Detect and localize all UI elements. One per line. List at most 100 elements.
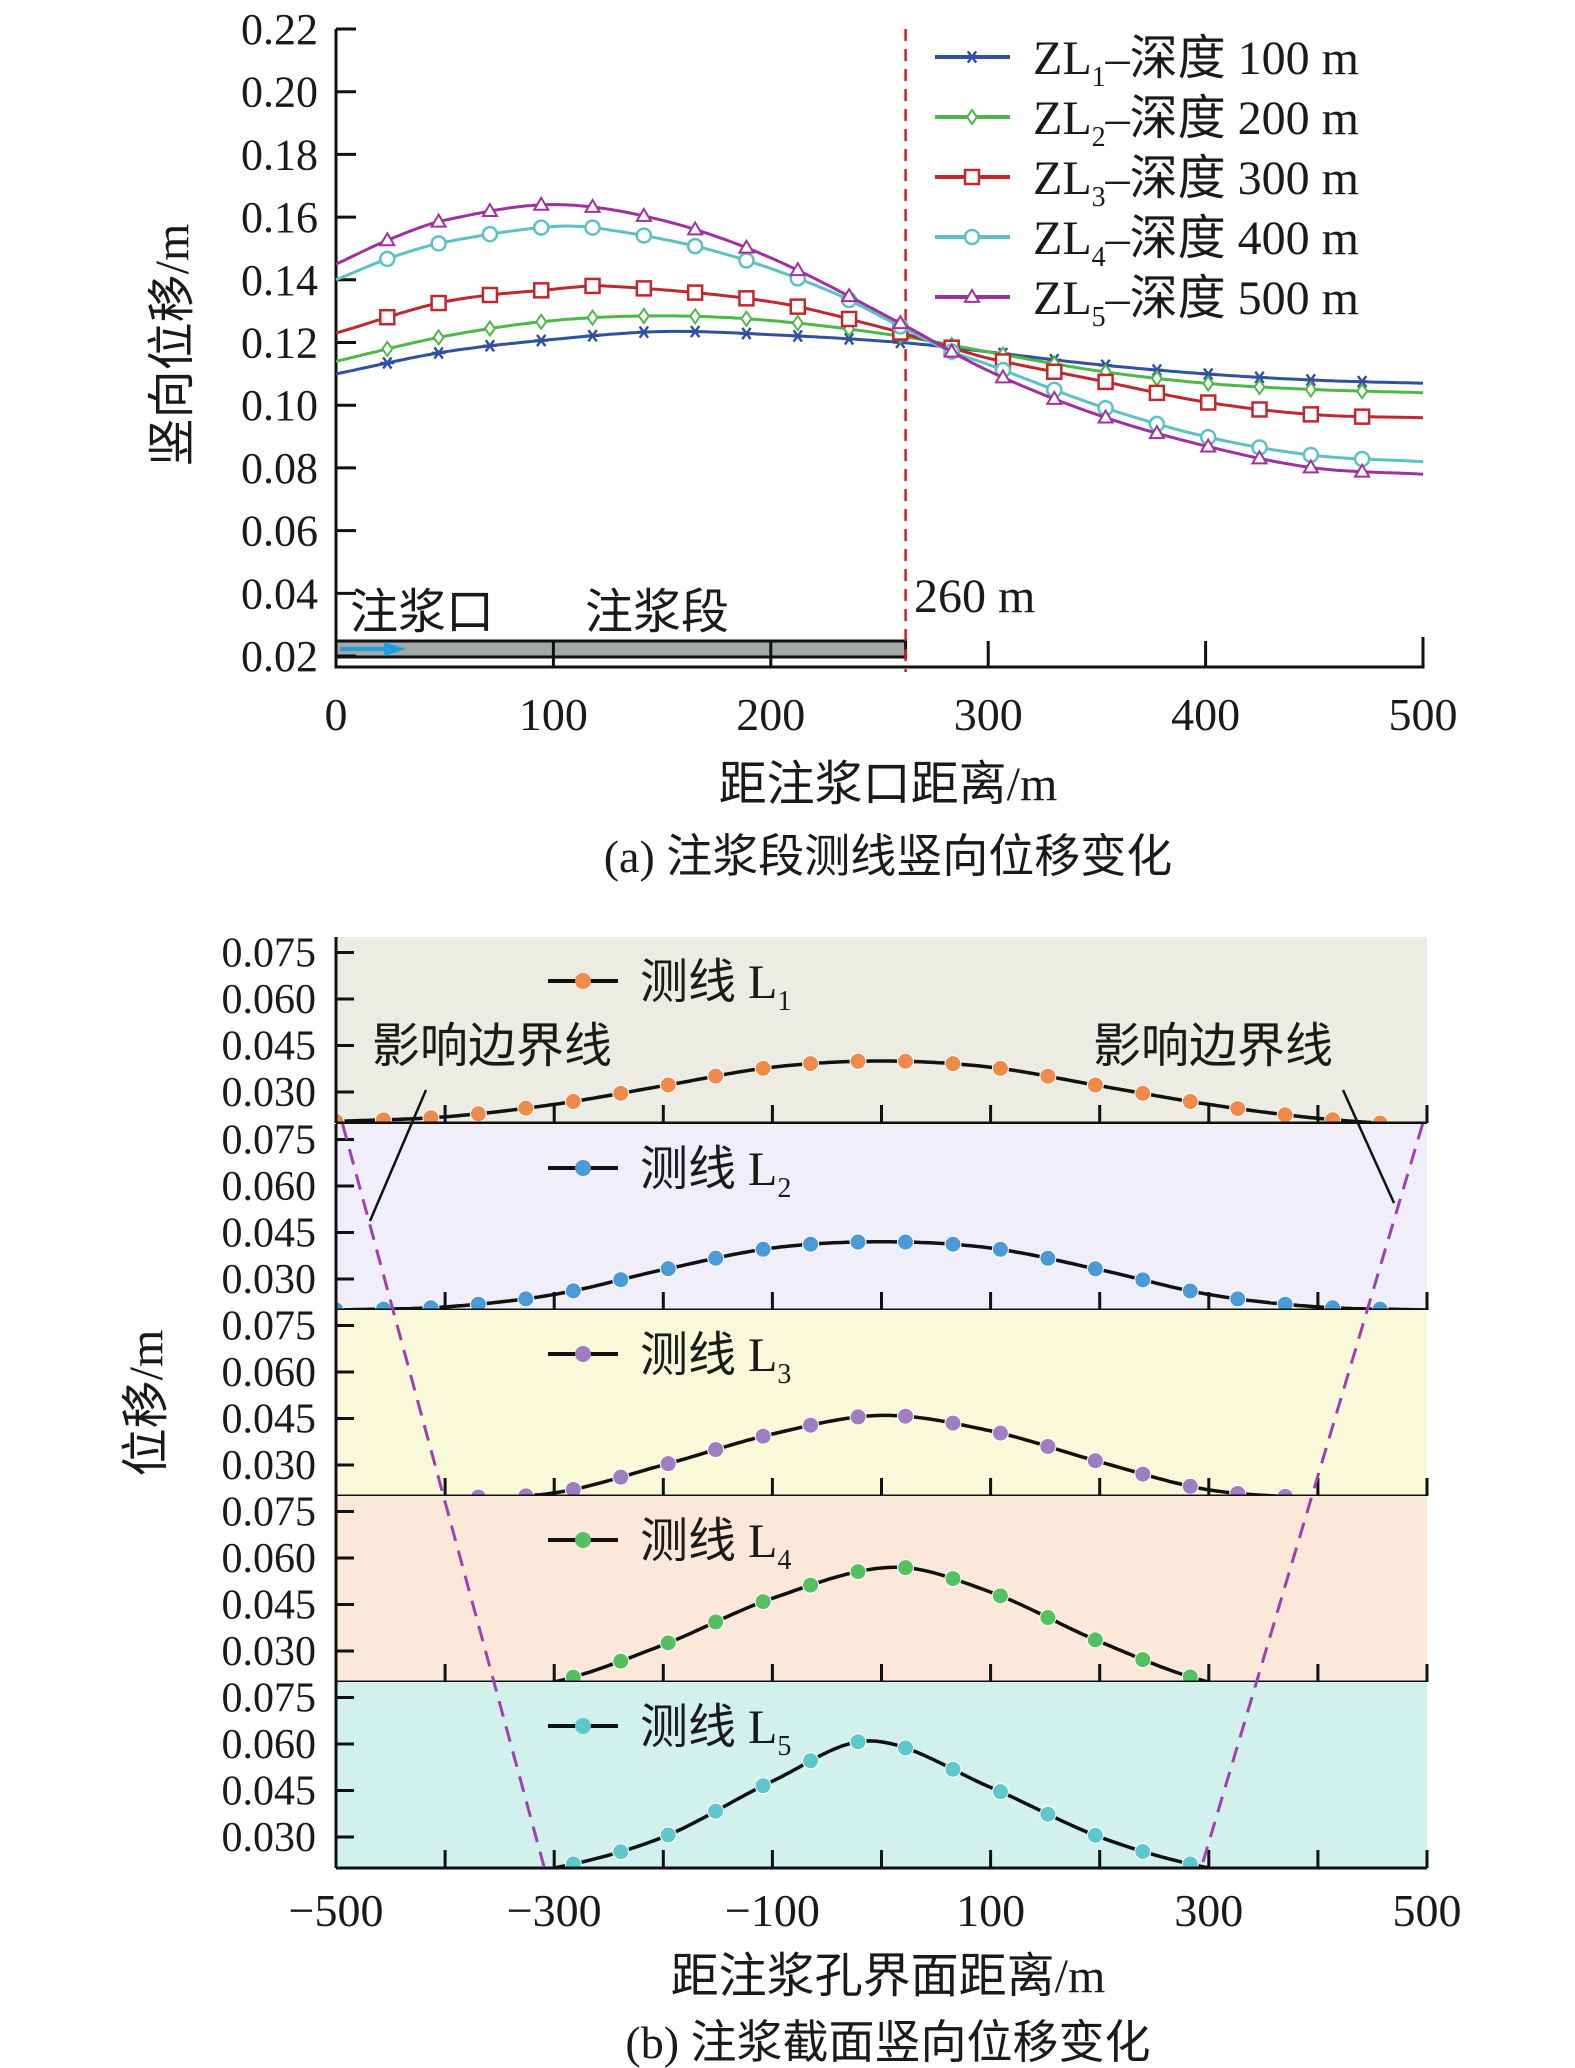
- asterisk-marker: [585, 329, 600, 343]
- data-point: [564, 1480, 582, 1496]
- legend-label: ZL4–深度 400 m: [1033, 212, 1359, 273]
- legend-item-5: ZL5–深度 500 m: [935, 272, 1359, 333]
- data-point: [849, 1408, 867, 1426]
- data-point: [1276, 1106, 1294, 1123]
- data-point: [612, 1468, 630, 1486]
- triangle-marker: [840, 287, 858, 303]
- data-point: [1086, 1452, 1104, 1470]
- data-point: [802, 1055, 820, 1073]
- panel-plot: [546, 1559, 1217, 1682]
- diamond-marker: [1253, 378, 1266, 396]
- legend-item-1: ZL1–深度 100 m: [935, 32, 1359, 93]
- triangle-marker: [1096, 408, 1115, 424]
- square-marker: [789, 298, 807, 315]
- triangle-marker: [891, 314, 910, 330]
- diamond-marker: [689, 307, 702, 326]
- square-marker: [1148, 384, 1166, 402]
- data-point: [991, 1783, 1009, 1801]
- y-tick-label: 0.030: [222, 1443, 317, 1489]
- y-tick-label: 0.030: [222, 1629, 317, 1675]
- diamond-marker: [432, 328, 445, 347]
- x-tick-label: 500: [1393, 1885, 1462, 1936]
- series-line: [335, 314, 1424, 395]
- data-point: [991, 1424, 1009, 1442]
- x-tick-label: −100: [725, 1885, 820, 1936]
- asterisk-marker: [842, 332, 857, 346]
- data-point: [564, 1668, 582, 1682]
- data-point: [1181, 1855, 1199, 1868]
- panel-plot: [544, 1733, 1219, 1868]
- y-tick-label: 0.060: [222, 977, 317, 1023]
- data-point: [564, 1855, 582, 1868]
- legend-item-3: ZL3–深度 300 m: [935, 152, 1359, 213]
- asterisk-marker: [380, 356, 395, 370]
- data-point: [849, 1233, 867, 1251]
- square-marker: [1199, 394, 1217, 411]
- asterisk-marker: [1303, 373, 1318, 387]
- x-tick-label: 100: [519, 689, 588, 740]
- asterisk-marker: [534, 334, 549, 347]
- triangle-marker: [1045, 389, 1064, 405]
- diamond-marker: [1202, 374, 1215, 393]
- data-point: [944, 1414, 962, 1432]
- chart-b-xlabel: 距注浆孔界面距离/m: [671, 1950, 1106, 2003]
- y-tick-label: 0.060: [222, 1536, 317, 1582]
- data-point: [849, 1052, 867, 1070]
- diamond-marker: [965, 108, 979, 126]
- triangle-marker: [635, 206, 653, 222]
- square-marker: [1302, 406, 1320, 423]
- y-tick-label: 0.14: [241, 256, 318, 305]
- legend-marker: [575, 973, 591, 989]
- circle-marker: [430, 235, 447, 252]
- inlet-arrow-head: [384, 642, 406, 656]
- triangle-marker: [1199, 437, 1217, 453]
- triangle-marker: [686, 220, 704, 236]
- data-point: [469, 1295, 487, 1310]
- data-point: [1181, 1668, 1199, 1682]
- legend-label: 测线 L2: [640, 1143, 791, 1204]
- data-point: [707, 1249, 725, 1267]
- circle-marker: [635, 227, 653, 244]
- data-point: [336, 1301, 345, 1310]
- data-point: [707, 1613, 725, 1631]
- legend-label: 测线 L3: [640, 1329, 791, 1390]
- y-tick-label: 0.04: [241, 569, 318, 618]
- panel-plot: [336, 1052, 1408, 1123]
- triangle-marker: [942, 342, 961, 358]
- data-point: [1086, 1260, 1104, 1278]
- x-tick-label: 500: [1389, 689, 1458, 740]
- data-point: [1229, 1100, 1247, 1118]
- legend-marker: [575, 1160, 591, 1176]
- panel-background: [336, 1310, 1427, 1496]
- panel-background: [336, 1496, 1427, 1682]
- data-point: [1086, 1631, 1104, 1649]
- series-line: [544, 1739, 1219, 1868]
- y-tick-label: 0.060: [222, 1722, 317, 1768]
- triangle-marker: [532, 195, 550, 211]
- x-tick-label: 300: [1174, 1885, 1243, 1936]
- legend-item-4: ZL4–深度 400 m: [935, 212, 1359, 273]
- series-line: [335, 203, 1424, 476]
- data-point: [849, 1733, 867, 1751]
- y-tick-label: 0.030: [222, 1257, 317, 1303]
- diamond-marker: [1356, 382, 1369, 400]
- data-point: [1181, 1477, 1199, 1495]
- data-point: [707, 1802, 725, 1820]
- data-point: [991, 1587, 1009, 1605]
- square-marker: [686, 284, 704, 301]
- legend-marker: [575, 1532, 591, 1548]
- circle-marker: [532, 219, 550, 236]
- data-point: [517, 1099, 535, 1117]
- chart-a-segment-label: 注浆段: [585, 586, 729, 639]
- legend-label: 测线 L5: [640, 1701, 791, 1762]
- chart-b-annotation-left: 影响边界线: [372, 1020, 612, 1073]
- data-point: [707, 1441, 725, 1459]
- data-point: [469, 1488, 487, 1496]
- y-tick-label: 0.075: [222, 1676, 317, 1722]
- y-tick-label: 0.075: [222, 1118, 317, 1164]
- triangle-marker: [963, 288, 981, 303]
- data-point: [754, 1777, 772, 1795]
